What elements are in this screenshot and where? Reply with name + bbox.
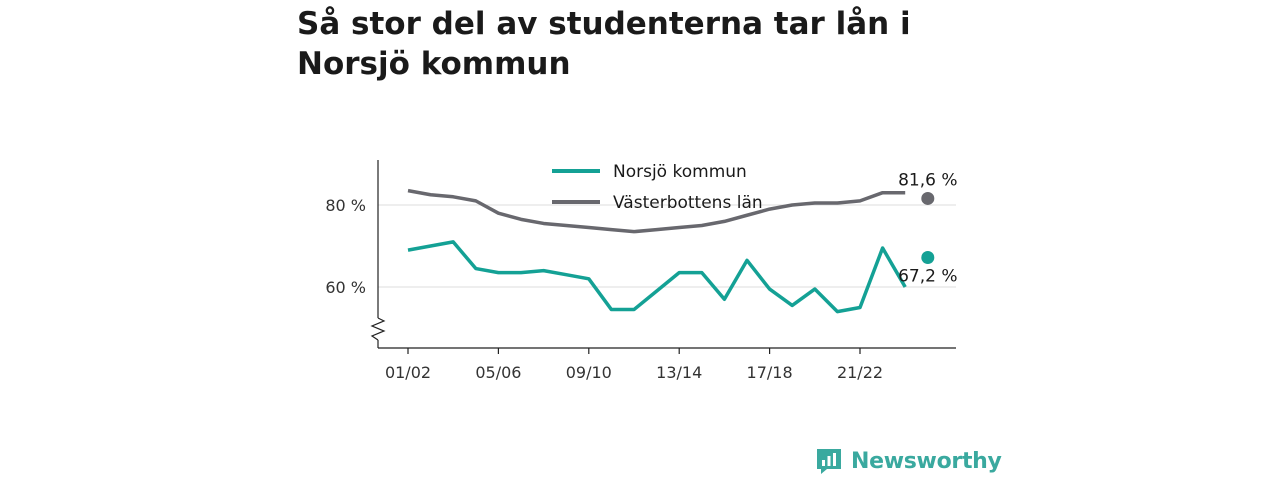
brand-name: Newsworthy [851, 448, 1002, 474]
series-end-label: 81,6 % [898, 170, 957, 190]
series-end-point [921, 250, 935, 264]
chart-title: Så stor del av studenterna tar lån i Nor… [297, 6, 911, 82]
x-tick-label: 13/14 [656, 363, 702, 382]
x-tick-label: 01/02 [385, 363, 431, 382]
legend-label: Västerbottens län [613, 193, 763, 213]
x-tick-label: 21/22 [837, 363, 883, 382]
x-tick-label: 09/10 [566, 363, 612, 382]
brand-logo: Newsworthy [815, 446, 1002, 476]
newsworthy-logo-icon [817, 449, 841, 474]
y-axis-break-icon [370, 317, 386, 341]
y-tick-label: 80 % [325, 196, 366, 215]
x-tick-label: 05/06 [475, 363, 521, 382]
series-end-label: 67,2 % [898, 266, 957, 286]
x-tick-label: 17/18 [747, 363, 793, 382]
series-line [407, 240, 907, 314]
series-end-point [921, 191, 935, 205]
legend-label: Norsjö kommun [613, 162, 747, 182]
series-line [407, 188, 906, 234]
y-tick-label: 60 % [325, 278, 366, 297]
